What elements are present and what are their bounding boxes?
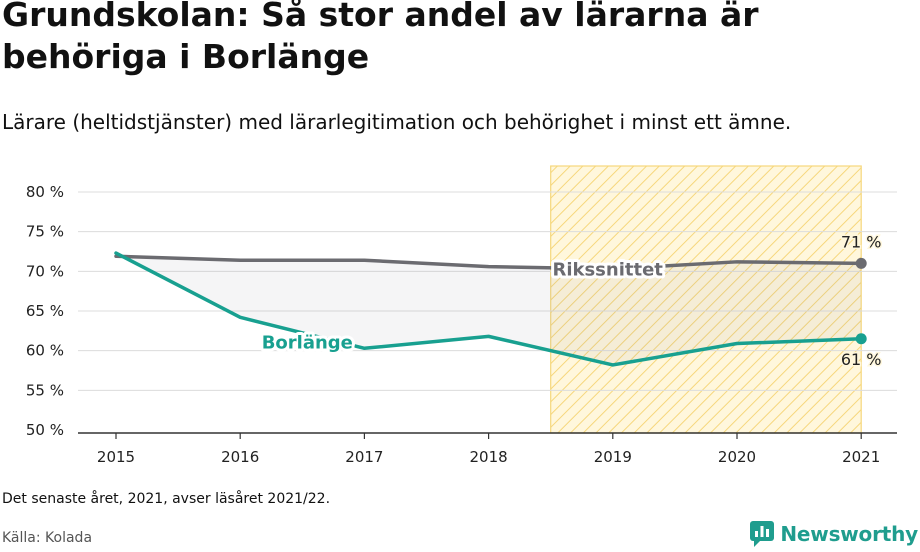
y-tick-label: 70 %	[26, 262, 64, 280]
x-tick-label: 2015	[97, 448, 135, 466]
y-tick-label: 55 %	[26, 381, 64, 399]
series-line-0	[114, 254, 863, 271]
x-tick-label: 2016	[221, 448, 259, 466]
series-name-label: Rikssnittet	[552, 259, 663, 280]
end-point-0	[855, 257, 867, 269]
y-tick-label: 75 %	[26, 223, 64, 241]
y-tick-label: 50 %	[26, 421, 64, 439]
brand-logo: Newsworthy	[750, 519, 918, 549]
chart-subtitle: Lärare (heltidstjänster) med lärarlegiti…	[2, 110, 792, 134]
end-value-label: 61 %	[841, 350, 882, 369]
end-point-1	[855, 333, 867, 345]
source-text: Källa: Kolada	[2, 530, 93, 546]
series-name-label: Borlänge	[262, 333, 353, 354]
highlight-band	[550, 165, 862, 434]
x-tick-label: 2019	[594, 448, 632, 466]
chart-title: Grundskolan: Så stor andel av lärarna är…	[2, 0, 759, 76]
x-tick-label: 2017	[345, 448, 383, 466]
newsworthy-logo-icon	[750, 521, 775, 547]
y-tick-label: 65 %	[26, 302, 64, 320]
gap-area	[116, 253, 862, 365]
series-line-1	[114, 251, 863, 367]
line-chart: 50 % 55 % 60 % 65 % 70 % 75 % 80 % 2015 2016 201…	[26, 165, 897, 466]
x-tick-label: 2018	[470, 448, 508, 466]
y-tick-label: 60 %	[26, 342, 64, 360]
brand-name: Newsworthy	[780, 522, 918, 546]
footnote: Det senaste året, 2021, avser läsåret 20…	[2, 491, 331, 507]
end-value-label: 71 %	[841, 232, 882, 251]
y-tick-label: 80 %	[26, 183, 64, 201]
x-tick-label: 2021	[842, 448, 880, 466]
x-tick-label: 2020	[718, 448, 756, 466]
